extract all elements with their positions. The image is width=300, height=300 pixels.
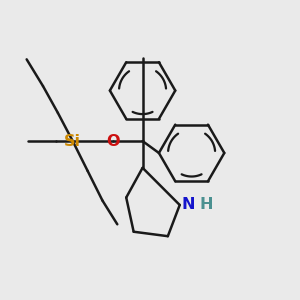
- Text: Si: Si: [64, 134, 81, 148]
- Text: O: O: [106, 134, 120, 148]
- Text: N: N: [182, 197, 195, 212]
- Text: H: H: [200, 197, 213, 212]
